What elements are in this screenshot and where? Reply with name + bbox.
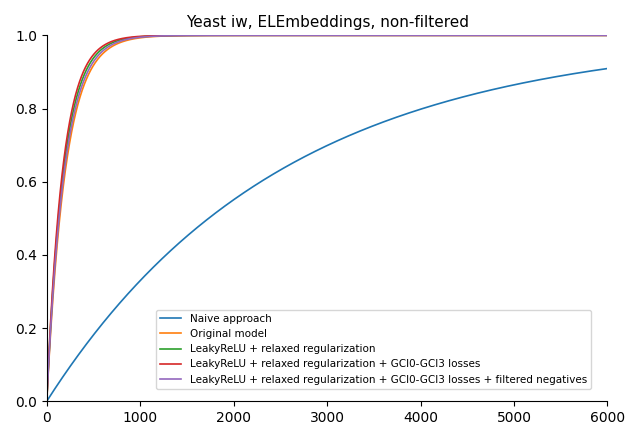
LeakyReLU + relaxed regularization: [43, 399, 51, 404]
LeakyReLU + relaxed regularization + GCI0-GCI3 losses: [604, 33, 611, 38]
LeakyReLU + relaxed regularization: [182, 33, 190, 38]
Line: LeakyReLU + relaxed regularization + GCI0-GCI3 losses + filtered negatives: LeakyReLU + relaxed regularization + GCI…: [47, 35, 607, 401]
LeakyReLU + relaxed regularization + GCI0-GCI3 losses + filtered negatives: [567, 33, 575, 38]
LeakyReLU + relaxed regularization + GCI0-GCI3 losses: [43, 399, 51, 404]
Original model: [567, 33, 575, 38]
LeakyReLU + relaxed regularization + GCI0-GCI3 losses: [308, 33, 316, 38]
Line: Naive approach: Naive approach: [47, 69, 607, 401]
LeakyReLU + relaxed regularization + GCI0-GCI3 losses + filtered negatives: [403, 33, 410, 38]
LeakyReLU + relaxed regularization + GCI0-GCI3 losses: [444, 33, 452, 38]
Original model: [182, 33, 190, 38]
LeakyReLU + relaxed regularization: [444, 33, 452, 38]
Naive approach: [444, 98, 452, 103]
LeakyReLU + relaxed regularization + GCI0-GCI3 losses + filtered negatives: [382, 33, 390, 38]
LeakyReLU + relaxed regularization + GCI0-GCI3 losses + filtered negatives: [308, 33, 316, 38]
LeakyReLU + relaxed regularization + GCI0-GCI3 losses + filtered negatives: [604, 33, 611, 38]
Naive approach: [403, 111, 410, 116]
LeakyReLU + relaxed regularization: [308, 33, 316, 38]
LeakyReLU + relaxed regularization: [604, 33, 611, 38]
LeakyReLU + relaxed regularization + GCI0-GCI3 losses + filtered negatives: [43, 399, 51, 404]
LeakyReLU + relaxed regularization + GCI0-GCI3 losses: [567, 33, 575, 38]
LeakyReLU + relaxed regularization + GCI0-GCI3 losses + filtered negatives: [604, 33, 611, 38]
Naive approach: [308, 150, 316, 156]
Original model: [382, 33, 390, 38]
LeakyReLU + relaxed regularization + GCI0-GCI3 losses + filtered negatives: [444, 33, 452, 38]
LeakyReLU + relaxed regularization + GCI0-GCI3 losses: [382, 33, 390, 38]
Original model: [403, 33, 410, 38]
Line: LeakyReLU + relaxed regularization: LeakyReLU + relaxed regularization: [47, 35, 607, 401]
LeakyReLU + relaxed regularization: [567, 33, 575, 38]
Original model: [43, 399, 51, 404]
LeakyReLU + relaxed regularization: [403, 33, 410, 38]
LeakyReLU + relaxed regularization: [382, 33, 390, 38]
Naive approach: [567, 71, 575, 77]
Naive approach: [382, 118, 390, 124]
Naive approach: [43, 399, 51, 404]
LeakyReLU + relaxed regularization + GCI0-GCI3 losses: [403, 33, 410, 38]
Legend: Naive approach, Original model, LeakyReLU + relaxed regularization, LeakyReLU + : Naive approach, Original model, LeakyReL…: [156, 310, 591, 389]
Original model: [444, 33, 452, 38]
Original model: [604, 33, 611, 38]
LeakyReLU + relaxed regularization: [604, 33, 611, 38]
Title: Yeast iw, ELEmbeddings, non-filtered: Yeast iw, ELEmbeddings, non-filtered: [186, 15, 468, 30]
Naive approach: [182, 234, 190, 239]
LeakyReLU + relaxed regularization + GCI0-GCI3 losses + filtered negatives: [182, 33, 190, 38]
Line: Original model: Original model: [47, 35, 607, 401]
Naive approach: [604, 66, 611, 71]
LeakyReLU + relaxed regularization + GCI0-GCI3 losses: [182, 33, 190, 38]
Original model: [308, 33, 316, 38]
LeakyReLU + relaxed regularization + GCI0-GCI3 losses: [603, 33, 611, 38]
Line: LeakyReLU + relaxed regularization + GCI0-GCI3 losses: LeakyReLU + relaxed regularization + GCI…: [47, 35, 607, 401]
